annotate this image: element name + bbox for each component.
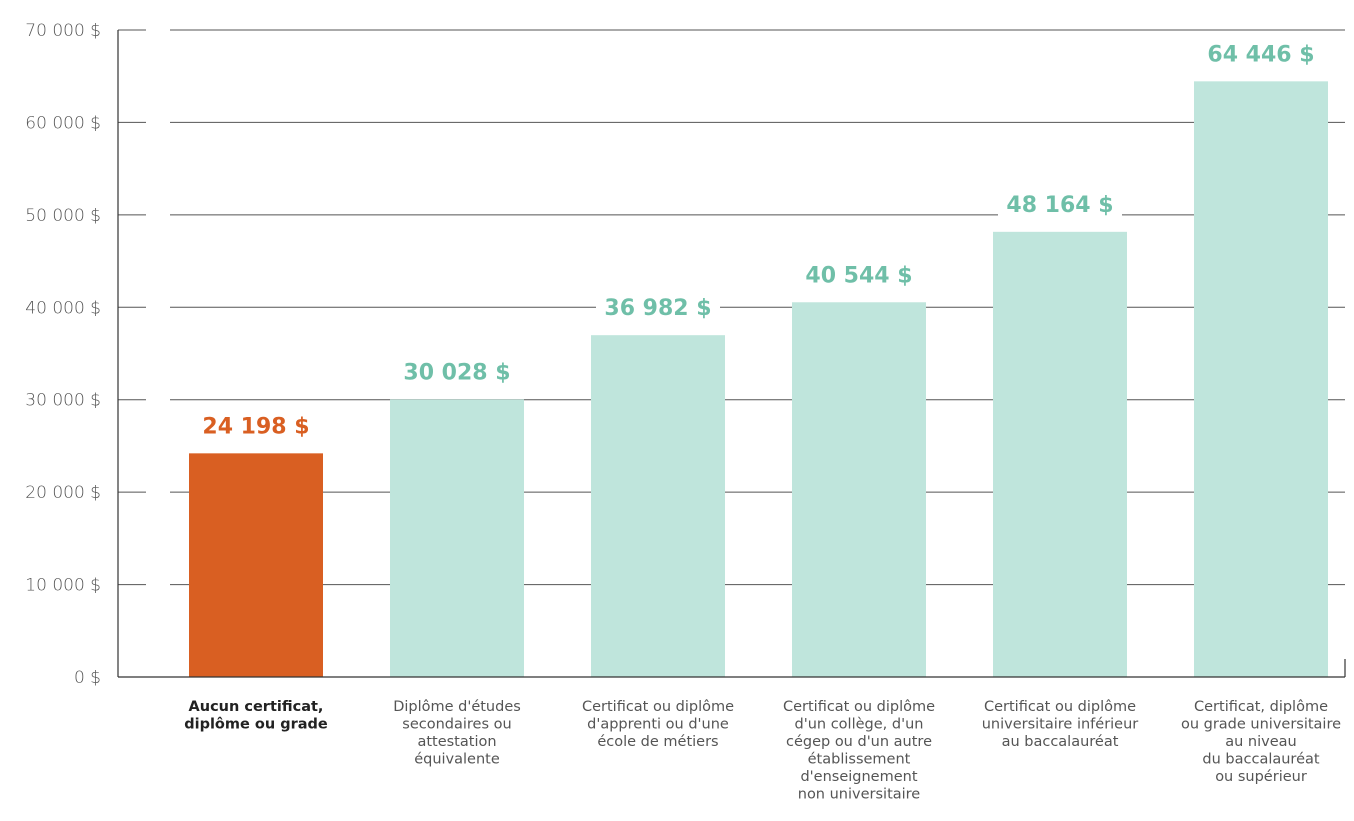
x-category-label: Certificat ou diplôme d'apprenti ou d'une… (582, 699, 734, 750)
value-label: 24 198 $ (202, 414, 309, 439)
x-category-label: Certificat ou diplôme universitaire infér… (982, 699, 1139, 750)
y-tick-label: 40 000 $ (25, 298, 101, 318)
x-category-label: Diplôme d'études secondaires ou attestatio… (393, 699, 521, 768)
bar (189, 453, 323, 677)
x-category-label-line: au niveau (1225, 734, 1296, 750)
bar (390, 399, 524, 677)
x-category-label-line: Aucun certificat, (189, 699, 324, 715)
value-label: 36 982 $ (604, 296, 711, 321)
y-tick-label: 70 000 $ (25, 21, 101, 41)
axes (117, 30, 1346, 678)
x-category-label-line: universitaire inférieur (982, 717, 1139, 733)
x-category-label-line: du baccalauréat (1202, 752, 1319, 768)
value-label: 30 028 $ (403, 360, 510, 385)
x-category-label-line: Certificat ou diplôme (783, 699, 935, 715)
x-category-label-line: secondaires ou (402, 717, 511, 733)
x-category-label: Certificat ou diplôme d'un collège, d'un c… (783, 699, 935, 803)
bar (792, 302, 926, 677)
bar (591, 335, 725, 677)
y-tick-label: 30 000 $ (25, 391, 101, 411)
y-tick-label: 20 000 $ (25, 483, 101, 503)
x-category-label-line: Certificat ou diplôme (582, 699, 734, 715)
x-category-label-line: Certificat, diplôme (1194, 699, 1328, 715)
y-tick-label: 60 000 $ (25, 113, 101, 133)
value-label: 40 544 $ (805, 263, 912, 288)
y-tick-label: 50 000 $ (25, 206, 101, 226)
value-label: 64 446 $ (1207, 42, 1314, 67)
value-label-background (797, 258, 921, 291)
x-category-label-line: d'apprenti ou d'une (587, 717, 729, 733)
value-label-background (596, 291, 720, 324)
x-category-label-line: ou grade universitaire (1181, 717, 1341, 733)
value-label-background (395, 355, 519, 388)
x-category-label-line: Diplôme d'études (393, 699, 521, 715)
x-category-label-line: école de métiers (597, 734, 718, 750)
value-label-background (998, 187, 1122, 220)
x-category-label: Aucun certificat, diplôme ou grade (184, 699, 328, 733)
x-category-label-line: Certificat ou diplôme (984, 699, 1136, 715)
x-category-label-line: ou supérieur (1215, 769, 1307, 785)
value-label-background (194, 409, 318, 442)
x-category-label-line: établissement (808, 752, 911, 768)
x-category-label-line: non universitaire (798, 787, 921, 803)
y-tick-label: 10 000 $ (25, 576, 101, 596)
value-label-background (1199, 37, 1323, 70)
y-axis-tick-labels: 0 $ 10 000 $ 20 000 $ 30 000 $ 40 000 $ 50 00… (25, 21, 101, 688)
bar (1194, 81, 1328, 677)
x-axis-category-labels: Aucun certificat, diplôme ou grade Diplôme… (184, 699, 1341, 803)
bars (189, 81, 1328, 677)
x-category-label-line: équivalente (414, 752, 500, 768)
x-category-label-line: d'enseignement (800, 769, 917, 785)
x-category-label-line: attestation (417, 734, 496, 750)
bar (993, 231, 1127, 677)
value-labels: 24 198 $ 30 028 $ 36 982 $ 40 544 $ 48 164 $… (194, 37, 1323, 442)
x-category-label-line: au baccalauréat (1002, 734, 1119, 750)
x-category-label-line: diplôme ou grade (184, 717, 328, 733)
x-category-label: Certificat, diplôme ou grade universitair… (1181, 699, 1341, 785)
y-tick-label: 0 $ (74, 668, 101, 688)
x-category-label-line: d'un collège, d'un (795, 717, 924, 733)
value-label: 48 164 $ (1006, 193, 1113, 218)
x-category-label-line: cégep ou d'un autre (786, 734, 932, 750)
gridlines (118, 29, 1345, 586)
